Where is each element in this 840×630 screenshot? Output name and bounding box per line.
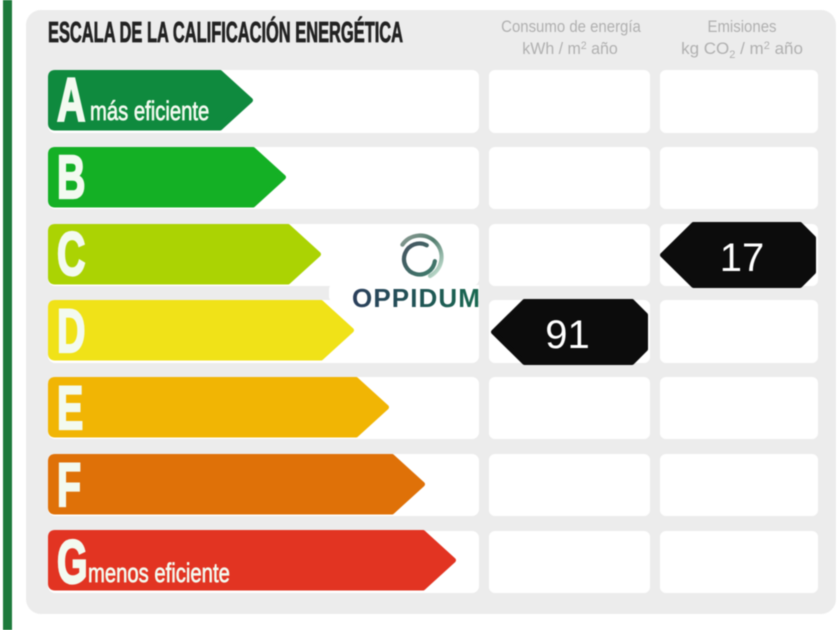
svg-text:OPPIDUM: OPPIDUM (352, 283, 481, 313)
svg-text:91: 91 (545, 313, 590, 357)
svg-text:17: 17 (720, 236, 765, 280)
